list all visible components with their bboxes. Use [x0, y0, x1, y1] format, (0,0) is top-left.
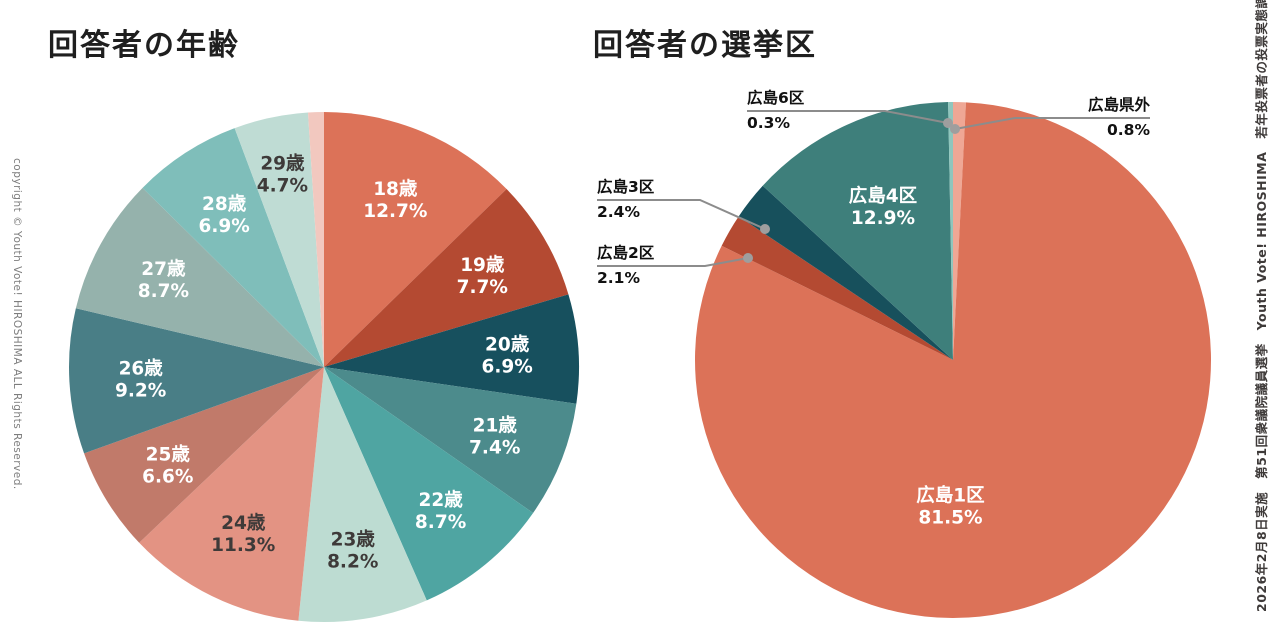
- pie-slice-28歳: [142, 128, 324, 367]
- callout-line-広島3区: [597, 199, 766, 230]
- pie-label-21歳: 21歳 7.4%: [469, 416, 520, 459]
- pie-label-27歳: 27歳 8.7%: [138, 259, 189, 302]
- pie-slice-広島3区: [738, 185, 953, 360]
- pie-slice-広島県外: [953, 102, 966, 360]
- pie-label-24歳: 24歳 11.3%: [211, 513, 275, 556]
- age-pie-chart: 18歳 12.7% 19歳 7.7% 20歳 6.9% 21歳 7.4%22歳 8.7% 23歳 8…: [69, 112, 579, 622]
- pie-label-19歳: 19歳 7.7%: [457, 255, 508, 298]
- callout-value-広島2区: 2.1%: [597, 269, 640, 287]
- pie-slice-広島6区: [948, 102, 953, 360]
- callout-label-広島3区: 広島3区: [597, 178, 655, 196]
- pie-slice-広島2区: [721, 216, 953, 360]
- pie-slice-22歳: [324, 367, 534, 601]
- callout-dot-広島2区: [743, 253, 753, 263]
- callout-line-広島2区: [597, 257, 749, 267]
- callout-dot-広島3区: [760, 224, 770, 234]
- age-chart-title: 回答者の年齢: [48, 28, 240, 63]
- pie-slice-19歳: [324, 188, 569, 367]
- callout-label-広島2区: 広島2区: [597, 244, 655, 262]
- pie-slice-27歳: [75, 187, 324, 367]
- pie-label-25歳: 25歳 6.6%: [142, 444, 193, 487]
- callout-value-広島6区: 0.3%: [747, 114, 790, 132]
- pie-label-26歳: 26歳 9.2%: [115, 358, 166, 401]
- pie-slice-26歳: [69, 308, 325, 454]
- callout-label-広島県外: 広島県外: [1087, 96, 1150, 114]
- pie-slice-20歳: [324, 294, 579, 404]
- pie-slice-other: [307, 112, 324, 367]
- pie-slice-広島1区: [694, 102, 1211, 618]
- pie-slice-29歳: [234, 112, 324, 368]
- pie-label-20歳: 20歳 6.9%: [481, 335, 532, 378]
- district-pie-panel: 広島1区 81.5% 広島4区 12.9% 広島県外 0.8% 広島2区 2.1% 広島3区 2…: [595, 85, 1255, 630]
- pie-slice-21歳: [324, 367, 577, 513]
- copyright-text: copyright © Youth Vote! HIROSHIMA ALL Ri…: [11, 158, 23, 490]
- pie-slice-18歳: [324, 112, 507, 367]
- pie-label-28歳: 28歳 6.9%: [199, 194, 250, 237]
- callout-value-広島3区: 2.4%: [597, 203, 640, 221]
- callout-line-広島県外: [954, 117, 1150, 130]
- pie-label-23歳: 23歳 8.2%: [327, 529, 378, 572]
- age-pie-panel: 18歳 12.7% 19歳 7.7% 20歳 6.9% 21歳 7.4% 22歳 8.7% 23歳 8…: [40, 85, 595, 630]
- pie-slice-25歳: [84, 367, 324, 543]
- pie-label-29歳: 29歳 4.7%: [257, 153, 308, 196]
- pie-label-18歳: 18歳 12.7%: [363, 179, 427, 222]
- pie-slice-24歳: [139, 367, 324, 621]
- pie-label-広島4区: 広島4区 12.9%: [849, 185, 917, 229]
- pie-slice-広島4区: [762, 102, 953, 360]
- pie-label-22歳: 22歳 8.7%: [415, 490, 466, 533]
- callout-value-広島県外: 0.8%: [1107, 121, 1150, 139]
- district-pie-chart: 広島1区 81.5% 広島4区 12.9%: [597, 102, 1211, 618]
- callout-dot-広島県外: [950, 124, 960, 134]
- district-chart-title: 回答者の選挙区: [593, 28, 817, 63]
- callout-dot-広島6区: [943, 118, 953, 128]
- callout-label-広島6区: 広島6区: [747, 89, 805, 107]
- pie-slice-23歳: [298, 367, 427, 622]
- pie-label-広島1区: 広島1区 81.5%: [916, 484, 984, 528]
- callout-line-広島6区: [747, 110, 949, 124]
